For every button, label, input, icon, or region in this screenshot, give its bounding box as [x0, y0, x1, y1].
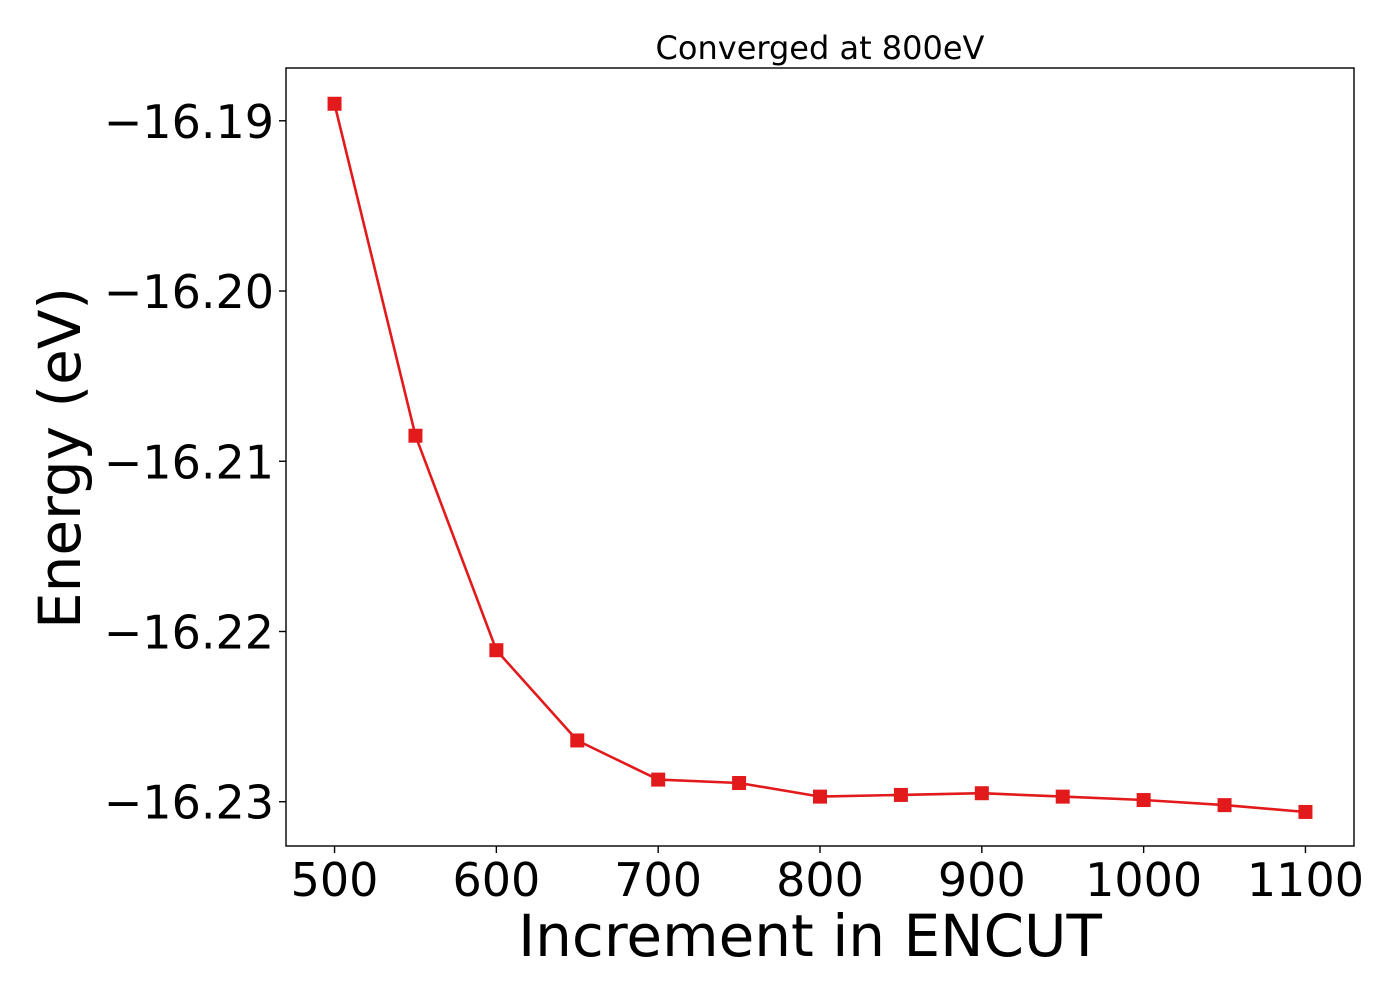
x-tick-label: 600 [452, 853, 540, 907]
y-tick-label: −16.22 [104, 605, 274, 659]
data-point-marker [732, 776, 747, 791]
data-point-marker [651, 772, 666, 787]
data-point-marker [489, 643, 504, 658]
y-tick-label: −16.20 [104, 265, 274, 319]
y-tick-label: −16.23 [104, 776, 274, 830]
data-point-marker [570, 733, 585, 748]
y-tick-label: −16.19 [104, 95, 274, 149]
x-tick-label: 900 [938, 853, 1026, 907]
x-tick-label: 1100 [1247, 853, 1364, 907]
y-axis: −16.19 −16.20 −16.21 −16.22 −16.23 [104, 95, 286, 830]
y-axis-label: Energy (eV) [26, 287, 94, 629]
data-point-marker [1298, 804, 1313, 819]
x-tick-label: 500 [291, 853, 379, 907]
plot-frame [285, 67, 1355, 847]
x-axis-label: Increment in ENCUT [518, 902, 1102, 970]
series-layer [327, 96, 1313, 819]
x-tick-label: 1000 [1085, 853, 1202, 907]
chart-title: Converged at 800eV [656, 29, 985, 67]
series-line [333, 103, 1306, 814]
x-tick-label: 700 [614, 853, 702, 907]
data-point-marker [813, 789, 827, 804]
x-tick-label: 800 [776, 853, 864, 907]
data-point-marker [1217, 798, 1232, 813]
data-point-marker [1055, 789, 1070, 804]
y-tick-label: −16.21 [104, 435, 274, 489]
data-point-marker [893, 787, 908, 802]
data-point-marker [1136, 793, 1151, 808]
data-point-marker [327, 96, 342, 111]
data-point-marker [974, 786, 989, 801]
x-axis: 500 600 700 800 900 1000 1100 [291, 846, 1364, 907]
data-point-marker [408, 428, 423, 443]
